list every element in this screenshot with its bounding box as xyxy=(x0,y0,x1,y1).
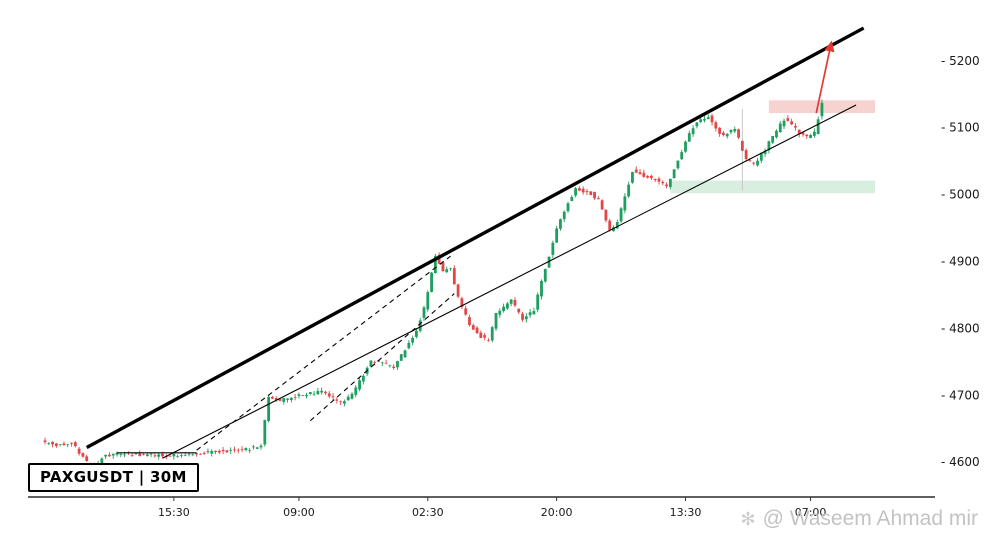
symbol-timeframe-badge: PAXGUSDT | 30M xyxy=(28,463,199,492)
x-tick-label: 13:30 xyxy=(670,506,702,519)
y-tick-label: - 5000 xyxy=(941,188,980,202)
projection-arrow xyxy=(815,40,835,114)
y-tick-label: - 4600 xyxy=(941,455,980,469)
channel-top-line xyxy=(85,26,865,449)
x-tick-label: 07:00 xyxy=(795,506,827,519)
watermark-logo-icon: ✻ xyxy=(740,508,756,529)
channel-bottom-line xyxy=(162,104,857,459)
x-tick-label: 15:30 xyxy=(158,506,190,519)
y-tick-label: - 4800 xyxy=(941,321,980,335)
axes-layer: 15:30 09:00 02:30 20:00 13:30 07:00 - 4600 - 47… xyxy=(28,54,980,519)
y-tick-label: - 5200 xyxy=(941,54,980,68)
x-tick-label: 09:00 xyxy=(283,506,315,519)
y-tick-label: - 4700 xyxy=(941,388,980,402)
zone-support xyxy=(670,180,876,194)
watermark-text: @ Waseem Ahmad mir xyxy=(762,507,978,530)
candles-layer xyxy=(43,99,824,470)
x-tick-label: 20:00 xyxy=(541,506,573,519)
y-tick-label: - 4900 xyxy=(941,255,980,269)
y-tick-label: - 5100 xyxy=(941,121,980,135)
x-tick-label: 02:30 xyxy=(412,506,444,519)
watermark: ✻ @ Waseem Ahmad mir xyxy=(740,507,978,531)
dashed-trendline-2 xyxy=(309,293,455,422)
